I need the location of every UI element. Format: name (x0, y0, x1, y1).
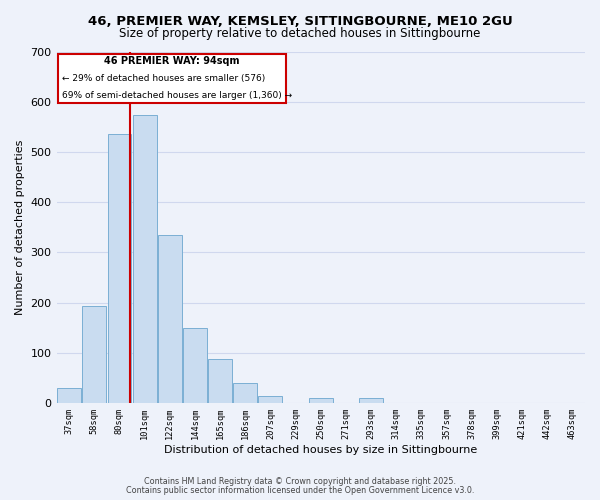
Text: 69% of semi-detached houses are larger (1,360) →: 69% of semi-detached houses are larger (… (62, 90, 292, 100)
Bar (359, 398, 383, 403)
Text: 46, PREMIER WAY, KEMSLEY, SITTINGBOURNE, ME10 2GU: 46, PREMIER WAY, KEMSLEY, SITTINGBOURNE,… (88, 15, 512, 28)
Bar (183, 328, 207, 403)
Bar (158, 235, 182, 403)
Bar (133, 116, 157, 403)
Bar (259, 396, 283, 403)
Y-axis label: Number of detached properties: Number of detached properties (15, 140, 25, 315)
Text: Size of property relative to detached houses in Sittingbourne: Size of property relative to detached ho… (119, 28, 481, 40)
Text: Contains HM Land Registry data © Crown copyright and database right 2025.: Contains HM Land Registry data © Crown c… (144, 477, 456, 486)
Bar (107, 134, 131, 403)
Text: Contains public sector information licensed under the Open Government Licence v3: Contains public sector information licen… (126, 486, 474, 495)
Text: ← 29% of detached houses are smaller (576): ← 29% of detached houses are smaller (57… (62, 74, 265, 83)
X-axis label: Distribution of detached houses by size in Sittingbourne: Distribution of detached houses by size … (164, 445, 478, 455)
Text: 46 PREMIER WAY: 94sqm: 46 PREMIER WAY: 94sqm (104, 56, 239, 66)
Bar (208, 360, 232, 403)
Bar (57, 388, 81, 403)
Bar (82, 306, 106, 403)
FancyBboxPatch shape (58, 54, 286, 103)
Bar (309, 398, 333, 403)
Bar (233, 383, 257, 403)
